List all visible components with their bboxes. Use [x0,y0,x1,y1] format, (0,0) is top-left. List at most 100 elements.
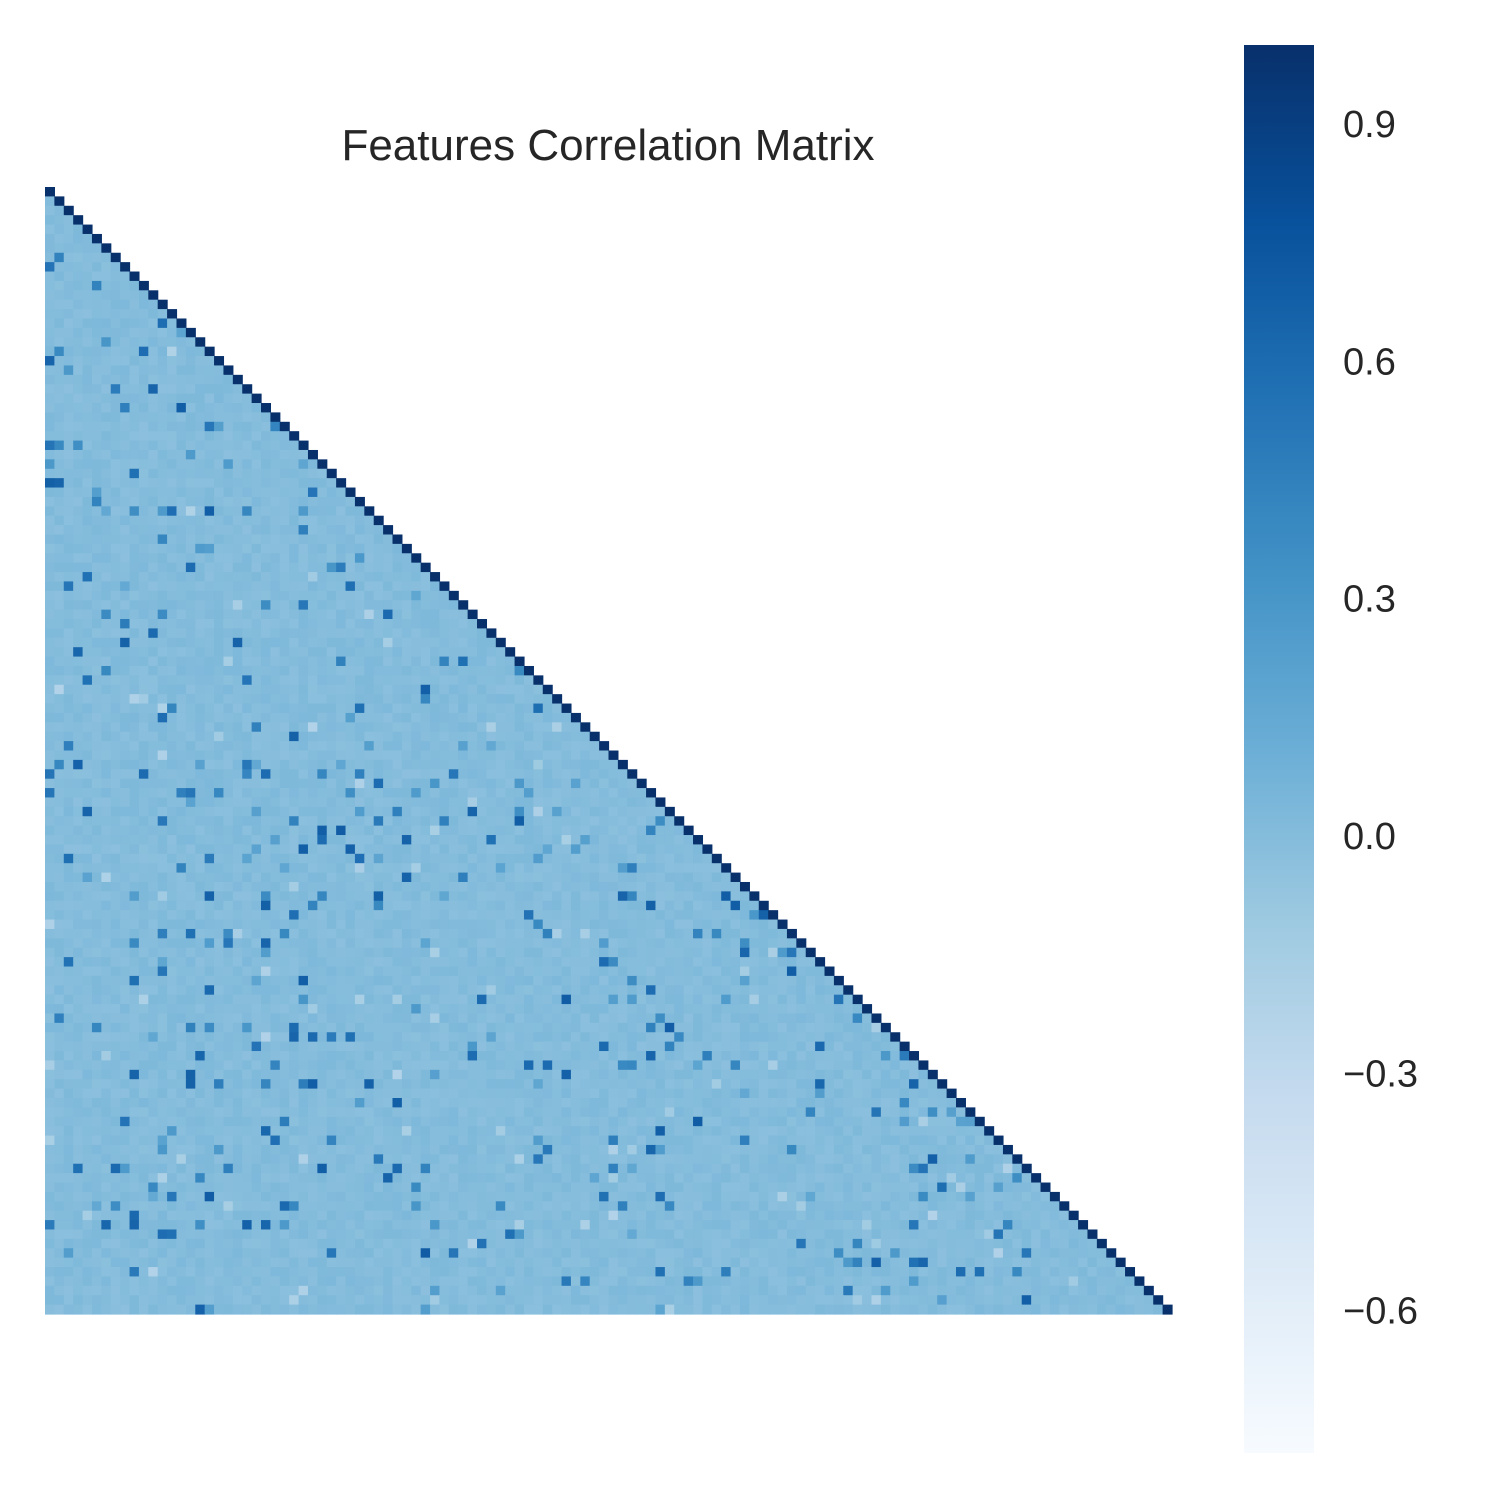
heatmap-cell [261,947,271,958]
heatmap-cell [439,1032,450,1043]
heatmap-cell [561,797,572,808]
heatmap-cell [91,1069,102,1080]
heatmap-cell [843,1060,854,1071]
heatmap-cell [120,712,131,723]
heatmap-cell [477,1022,488,1033]
heatmap-cell [815,1022,826,1033]
heatmap-cell [693,910,704,921]
heatmap-cell [439,665,450,676]
heatmap-cell [533,1013,544,1024]
heatmap-cell [110,1004,121,1015]
heatmap-cell [805,1004,816,1015]
heatmap-cell [627,928,638,939]
heatmap-cell [110,365,121,376]
heatmap-cell [336,788,347,799]
heatmap-cell [589,1079,600,1090]
heatmap-cell [176,844,187,855]
heatmap-cell [73,806,84,817]
heatmap-cell [45,468,55,479]
heatmap-cell [73,778,84,789]
heatmap-cell [110,703,121,714]
heatmap-cell [82,769,93,780]
heatmap-cell [345,938,356,949]
heatmap-cell [655,1041,666,1052]
heatmap-cell [354,919,365,930]
heatmap-cell [627,985,638,996]
heatmap-cell [617,844,628,855]
heatmap-cell [45,947,55,958]
heatmap-cell [326,759,337,770]
heatmap-cell [627,947,638,958]
heatmap-cell [411,647,422,658]
heatmap-cell [82,1032,93,1043]
heatmap-cell [411,1013,422,1024]
heatmap-cell [711,975,722,986]
heatmap-cell [232,487,243,498]
heatmap-cell [354,581,365,592]
heatmap-cell [664,1004,675,1015]
heatmap-cell [354,778,365,789]
heatmap-cell [101,374,112,385]
heatmap-cell [214,835,225,846]
heatmap-cell [542,816,553,827]
heatmap-cell [148,525,159,536]
heatmap-cell [608,881,619,892]
heatmap-cell [364,684,375,695]
heatmap-cell [336,487,347,498]
heatmap-cell [148,835,159,846]
heatmap-cell [552,825,563,836]
heatmap-cell [758,947,769,958]
heatmap-cell [430,675,441,686]
heatmap-cell [101,806,112,817]
heatmap-cell [871,1097,882,1108]
heatmap-cell [721,966,732,977]
heatmap-cell [185,496,196,507]
heatmap-cell [110,910,121,921]
heatmap-cell [214,534,225,545]
heatmap-cell [636,788,647,799]
heatmap-cell [636,938,647,949]
heatmap-cell [674,928,685,939]
heatmap-cell [232,675,243,686]
heatmap-cell [148,468,159,479]
heatmap-cell [580,759,591,770]
heatmap-cell [458,759,469,770]
heatmap-cell [223,872,234,883]
heatmap-cell [185,1069,196,1080]
heatmap-cell [101,910,112,921]
heatmap-cell [214,759,225,770]
heatmap-cell [664,1013,675,1024]
heatmap-cell [195,769,206,780]
heatmap-cell [420,1069,431,1080]
heatmap-cell [176,553,187,564]
heatmap-cell [148,637,159,648]
heatmap-cell [204,384,215,395]
heatmap-cell [54,327,65,338]
heatmap-cell [411,572,422,583]
heatmap-cell [580,731,591,742]
heatmap-cell [533,806,544,817]
heatmap-cell [91,581,102,592]
heatmap-cell [354,788,365,799]
heatmap-cell [317,1051,328,1062]
heatmap-cell [411,947,422,958]
heatmap-cell [664,863,675,874]
heatmap-cell [129,299,140,310]
heatmap-cell [786,994,797,1005]
heatmap-cell [909,1051,920,1062]
heatmap-cell [533,1088,544,1099]
heatmap-cell [120,487,131,498]
heatmap-cell [833,1107,844,1118]
heatmap-cell [204,741,215,752]
heatmap-cell [655,844,666,855]
heatmap-cell [91,572,102,583]
heatmap-cell [129,553,140,564]
heatmap-cell [185,609,196,620]
heatmap-cell [82,712,93,723]
heatmap-cell [307,478,318,489]
heatmap-cell [270,938,281,949]
heatmap-cell [73,825,84,836]
heatmap-cell [599,853,610,864]
heatmap-cell [833,1004,844,1015]
heatmap-cell [45,187,55,197]
